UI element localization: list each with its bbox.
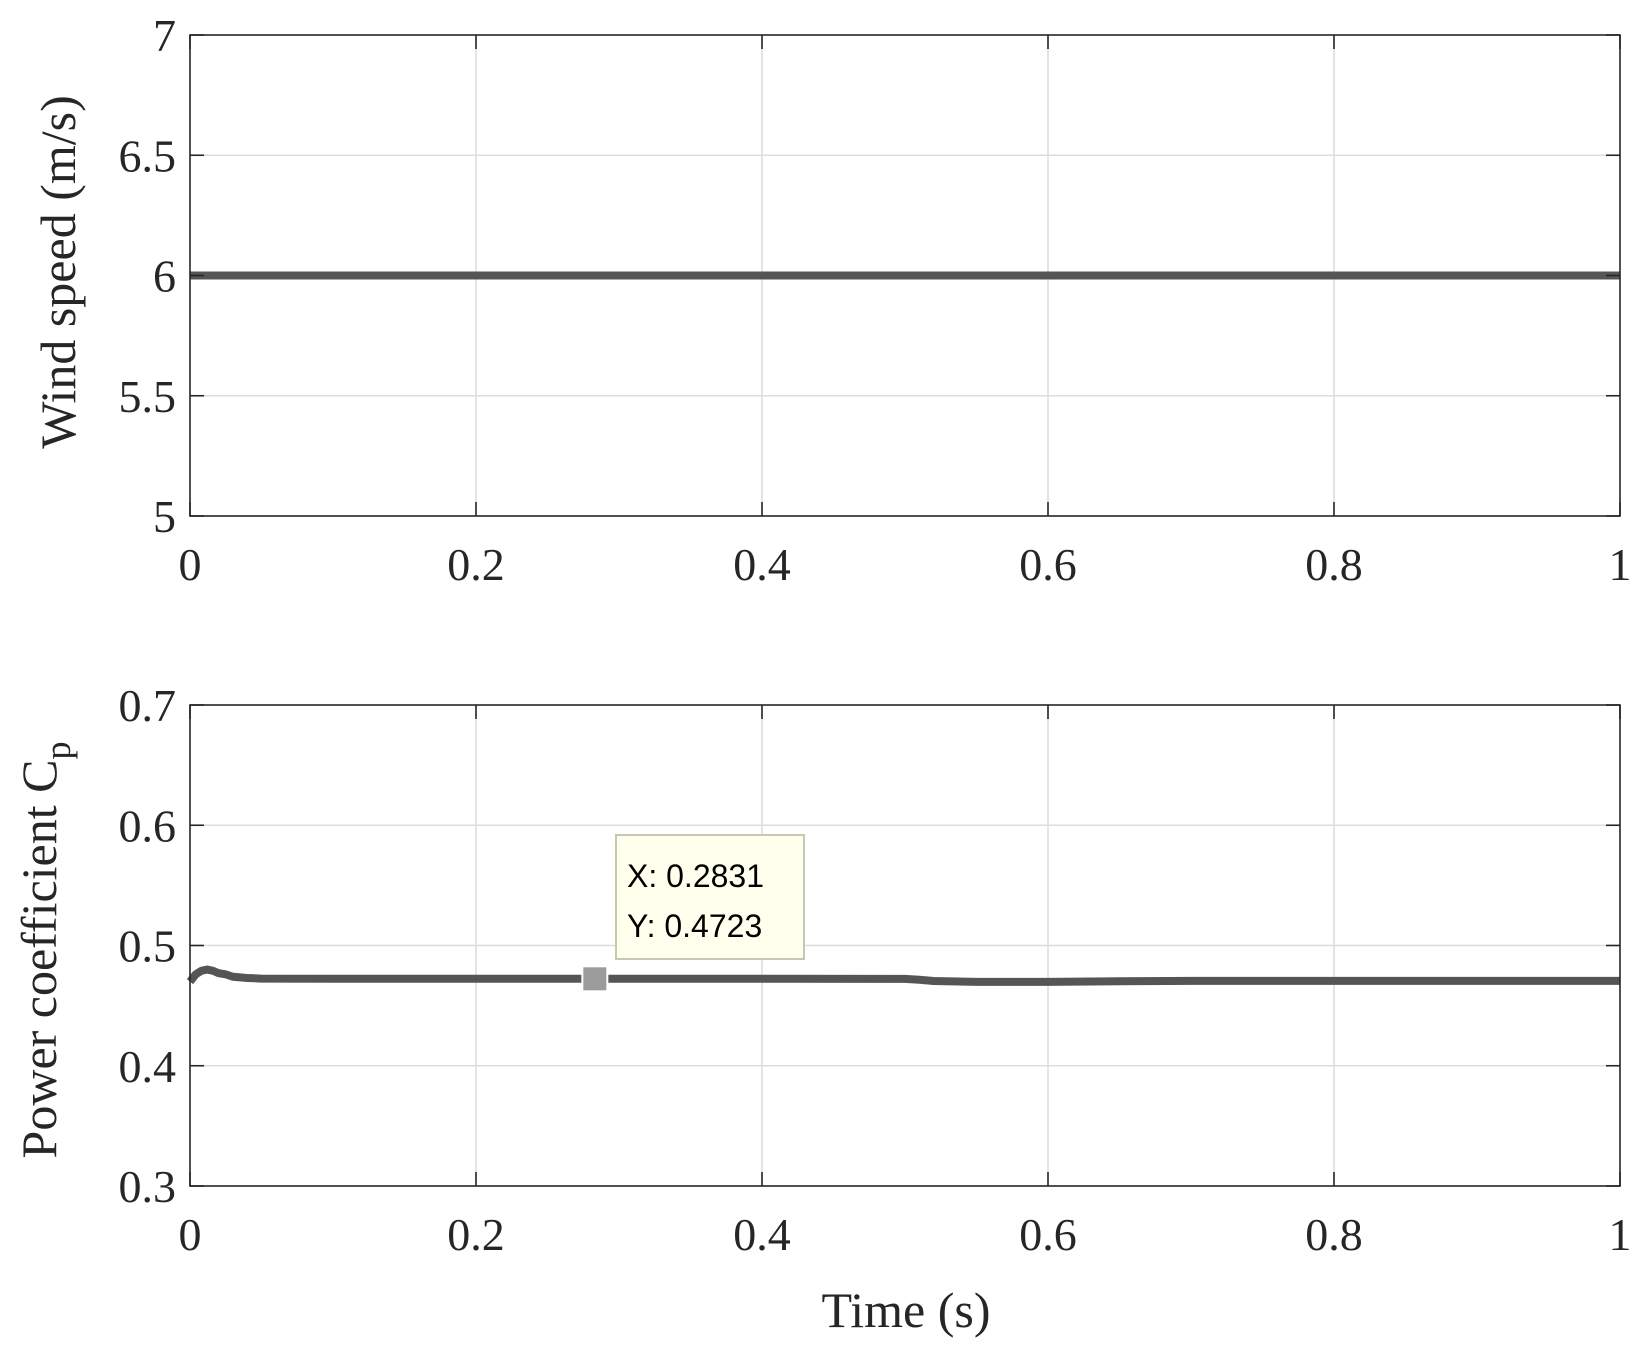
- power-coefficient-x-tick-label: 0: [179, 1209, 202, 1260]
- power-coefficient-y-axis-label: Power coefficient Cp: [11, 742, 78, 1159]
- datatip-marker[interactable]: [581, 965, 609, 993]
- power-coefficient-series: [186, 965, 1620, 986]
- power-coefficient-x-tick-label: 0.6: [1019, 1209, 1077, 1260]
- power-coefficient-ticks: [189, 704, 1621, 1187]
- time-x-axis-label: Time (s): [821, 1282, 990, 1338]
- power-coefficient-x-tick-label: 1: [1609, 1209, 1632, 1260]
- wind-speed-ticks: [189, 34, 1621, 517]
- wind-speed-y-tick-labels: 5 5.5 6 6.5 7: [119, 10, 177, 542]
- power-coefficient-y-axis-label-main: Power coefficient C: [11, 760, 67, 1159]
- wind-speed-y-tick-label: 5.5: [119, 371, 177, 422]
- power-coefficient-y-tick-labels: 0.3 0.4 0.5 0.6 0.7: [119, 680, 177, 1212]
- wind-speed-panel: 0 0.2 0.4 0.6 0.8 1 5 5.5 6 6.5 7 Wind speed (m/s…: [30, 10, 1632, 590]
- wind-speed-y-axis-label: Wind speed (m/s): [30, 95, 86, 448]
- power-coefficient-y-tick-label: 0.7: [119, 680, 177, 731]
- power-coefficient-y-tick-label: 0.3: [119, 1161, 177, 1212]
- power-coefficient-x-tick-labels: 0 0.2 0.4 0.6 0.8 1: [179, 1209, 1632, 1260]
- wind-speed-y-tick-label: 6: [153, 251, 176, 302]
- power-coefficient-x-tick-label: 0.4: [733, 1209, 791, 1260]
- datatip[interactable]: X: 0.2831 Y: 0.4723: [581, 834, 805, 993]
- datatip-x-value: X: 0.2831: [627, 858, 764, 894]
- power-coefficient-grid: [190, 705, 1620, 1186]
- datatip-y-value: Y: 0.4723: [627, 908, 762, 944]
- wind-speed-x-tick-label: 0.4: [733, 539, 791, 590]
- power-coefficient-y-axis-label-subscript: p: [38, 742, 78, 760]
- power-coefficient-y-tick-label: 0.5: [119, 921, 177, 972]
- wind-speed-y-tick-label: 7: [153, 10, 176, 61]
- power-coefficient-series-line: [186, 965, 1620, 986]
- wind-speed-x-tick-label: 1: [1609, 539, 1632, 590]
- wind-speed-x-tick-label: 0.8: [1305, 539, 1363, 590]
- power-coefficient-x-tick-label: 0.2: [447, 1209, 505, 1260]
- wind-speed-x-tick-label: 0.6: [1019, 539, 1077, 590]
- power-coefficient-x-tick-label: 0.8: [1305, 1209, 1363, 1260]
- wind-speed-x-tick-labels: 0 0.2 0.4 0.6 0.8 1: [179, 539, 1632, 590]
- power-coefficient-y-tick-label: 0.6: [119, 800, 177, 851]
- power-coefficient-panel: 0 0.2 0.4 0.6 0.8 1 0.3 0.4 0.5 0.6 0.7 Power coe…: [11, 680, 1632, 1338]
- power-coefficient-y-tick-label: 0.4: [119, 1041, 177, 1092]
- datatip-box: [615, 834, 805, 960]
- wind-speed-x-tick-label: 0.2: [447, 539, 505, 590]
- wind-speed-x-tick-label: 0: [179, 539, 202, 590]
- wind-speed-y-tick-label: 6.5: [119, 130, 177, 181]
- wind-speed-y-tick-label: 5: [153, 491, 176, 542]
